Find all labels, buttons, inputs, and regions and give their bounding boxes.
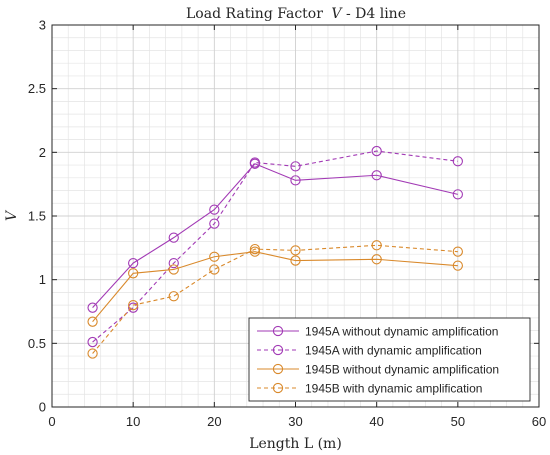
x-tick-label: 40 xyxy=(369,414,383,429)
series-4-point xyxy=(290,245,301,256)
x-tick-label: 60 xyxy=(532,414,546,429)
x-tick-label: 50 xyxy=(451,414,465,429)
series-3-point xyxy=(209,251,220,262)
series-line-4 xyxy=(92,244,458,354)
series-2 xyxy=(87,145,463,348)
series-3-point xyxy=(371,254,382,265)
y-tick-label: 1 xyxy=(39,272,46,287)
legend-marker-4 xyxy=(272,382,284,394)
series-layer xyxy=(87,145,463,359)
series-line-3 xyxy=(92,251,458,323)
series-3-point xyxy=(290,255,301,266)
y-tick-label: 0 xyxy=(39,400,46,415)
chart-title-var: V xyxy=(331,6,343,22)
chart-title-suffix: - D4 line xyxy=(342,6,406,22)
series-1-point xyxy=(128,257,139,269)
y-tick-label: 1.5 xyxy=(28,209,46,224)
legend-label-4: 1945B with dynamic amplification xyxy=(305,381,482,395)
series-4-point xyxy=(452,246,463,257)
series-3-point xyxy=(168,264,179,275)
series-1-point xyxy=(290,175,301,186)
legend-box xyxy=(248,317,531,402)
series-2-point xyxy=(452,156,463,167)
series-2-point xyxy=(87,336,98,348)
series-4 xyxy=(87,240,463,359)
chart-title-prefix: Load Rating Factor xyxy=(186,6,323,22)
legend-marker-2 xyxy=(272,344,284,356)
y-axis-tick-labels: 0 0.5 1 1.5 2 2.5 3 xyxy=(28,18,46,415)
series-2-point xyxy=(168,257,179,269)
series-4-point xyxy=(209,264,220,275)
series-line-1 xyxy=(92,163,458,309)
series-line-2 xyxy=(92,150,458,343)
series-3-point xyxy=(452,260,463,271)
chart-title: Load Rating Factor V - D4 line xyxy=(186,6,406,22)
series-1-point xyxy=(209,204,220,215)
series-2-point xyxy=(209,218,220,229)
series-1-point xyxy=(87,302,98,313)
legend-marker-1 xyxy=(272,325,284,337)
series-4-point xyxy=(87,348,98,359)
series-1-point xyxy=(168,232,179,243)
legend: 1945A without dynamic amplification 1945A… xyxy=(248,317,531,402)
series-3-point xyxy=(249,246,261,257)
x-tick-label: 10 xyxy=(126,414,140,429)
series-2-point xyxy=(128,302,139,313)
x-axis-title: Length L (m) xyxy=(249,436,342,452)
series-2-point xyxy=(371,145,382,157)
x-tick-label: 0 xyxy=(48,414,55,429)
y-tick-label: 0.5 xyxy=(28,336,46,351)
series-3-point xyxy=(128,268,139,279)
legend-label-1: 1945A without dynamic amplification xyxy=(305,324,498,338)
series-3-point xyxy=(87,316,98,327)
y-tick-label: 3 xyxy=(39,18,46,33)
legend-label-2: 1945A with dynamic amplification xyxy=(305,343,482,357)
series-1 xyxy=(87,158,463,313)
x-tick-label: 20 xyxy=(207,414,221,429)
series-2-point xyxy=(249,157,261,168)
legend-label-3: 1945B without dynamic amplification xyxy=(305,362,499,376)
series-4-point xyxy=(128,299,139,311)
x-axis-tick-labels: 0 10 20 30 40 50 60 xyxy=(48,414,546,429)
series-1-point xyxy=(371,170,382,181)
y-axis-title: V xyxy=(4,209,20,221)
axis-ticks xyxy=(51,24,540,408)
series-3 xyxy=(87,246,463,327)
series-2-point xyxy=(290,161,301,172)
series-4-point xyxy=(168,291,179,302)
legend-marker-3 xyxy=(272,363,284,375)
y-tick-label: 2.5 xyxy=(28,81,46,96)
series-1-point xyxy=(452,189,463,200)
series-4-point xyxy=(371,240,382,251)
y-tick-label: 2 xyxy=(39,145,46,160)
x-tick-label: 30 xyxy=(288,414,302,429)
series-4-point xyxy=(249,243,261,255)
